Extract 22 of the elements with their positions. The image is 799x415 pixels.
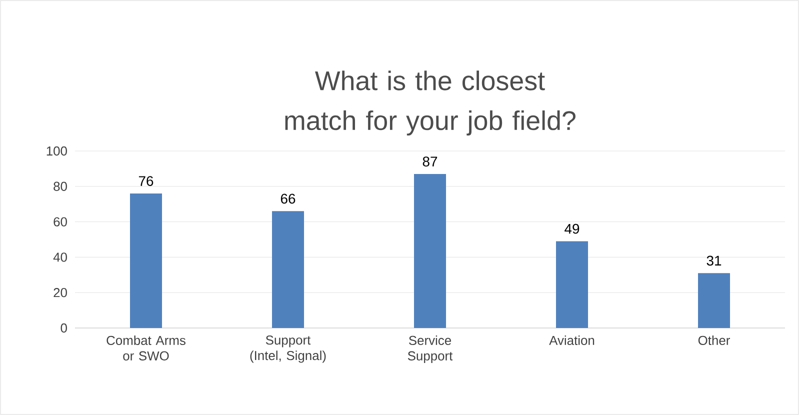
bar	[414, 174, 446, 328]
chart-title: What is the closest match for your job field?	[285, 70, 576, 136]
y-tick-label: 0	[60, 323, 67, 333]
y-tick-label: 40	[53, 252, 67, 262]
y-tick-label: 20	[54, 288, 67, 298]
data-label: 66	[280, 194, 296, 204]
x-tick-label: Service Support	[408, 336, 453, 364]
data-label: 87	[422, 156, 438, 166]
bar	[698, 273, 730, 328]
y-tick-label: 80	[54, 182, 67, 191]
x-tick-label: Other	[698, 336, 730, 346]
y-tick-label: 60	[54, 217, 67, 226]
data-label: 76	[138, 176, 154, 186]
bar	[556, 241, 588, 328]
bar	[130, 193, 162, 328]
x-tick-label: Combat Arms or SWO	[106, 336, 186, 360]
data-label: 31	[706, 256, 722, 266]
data-label: 49	[564, 224, 580, 234]
x-tick-label: Support (Intel, Signal)	[250, 336, 326, 363]
x-tick-label: Aviation	[549, 336, 594, 346]
y-tick-label: 100	[46, 146, 67, 156]
bar	[272, 211, 304, 328]
